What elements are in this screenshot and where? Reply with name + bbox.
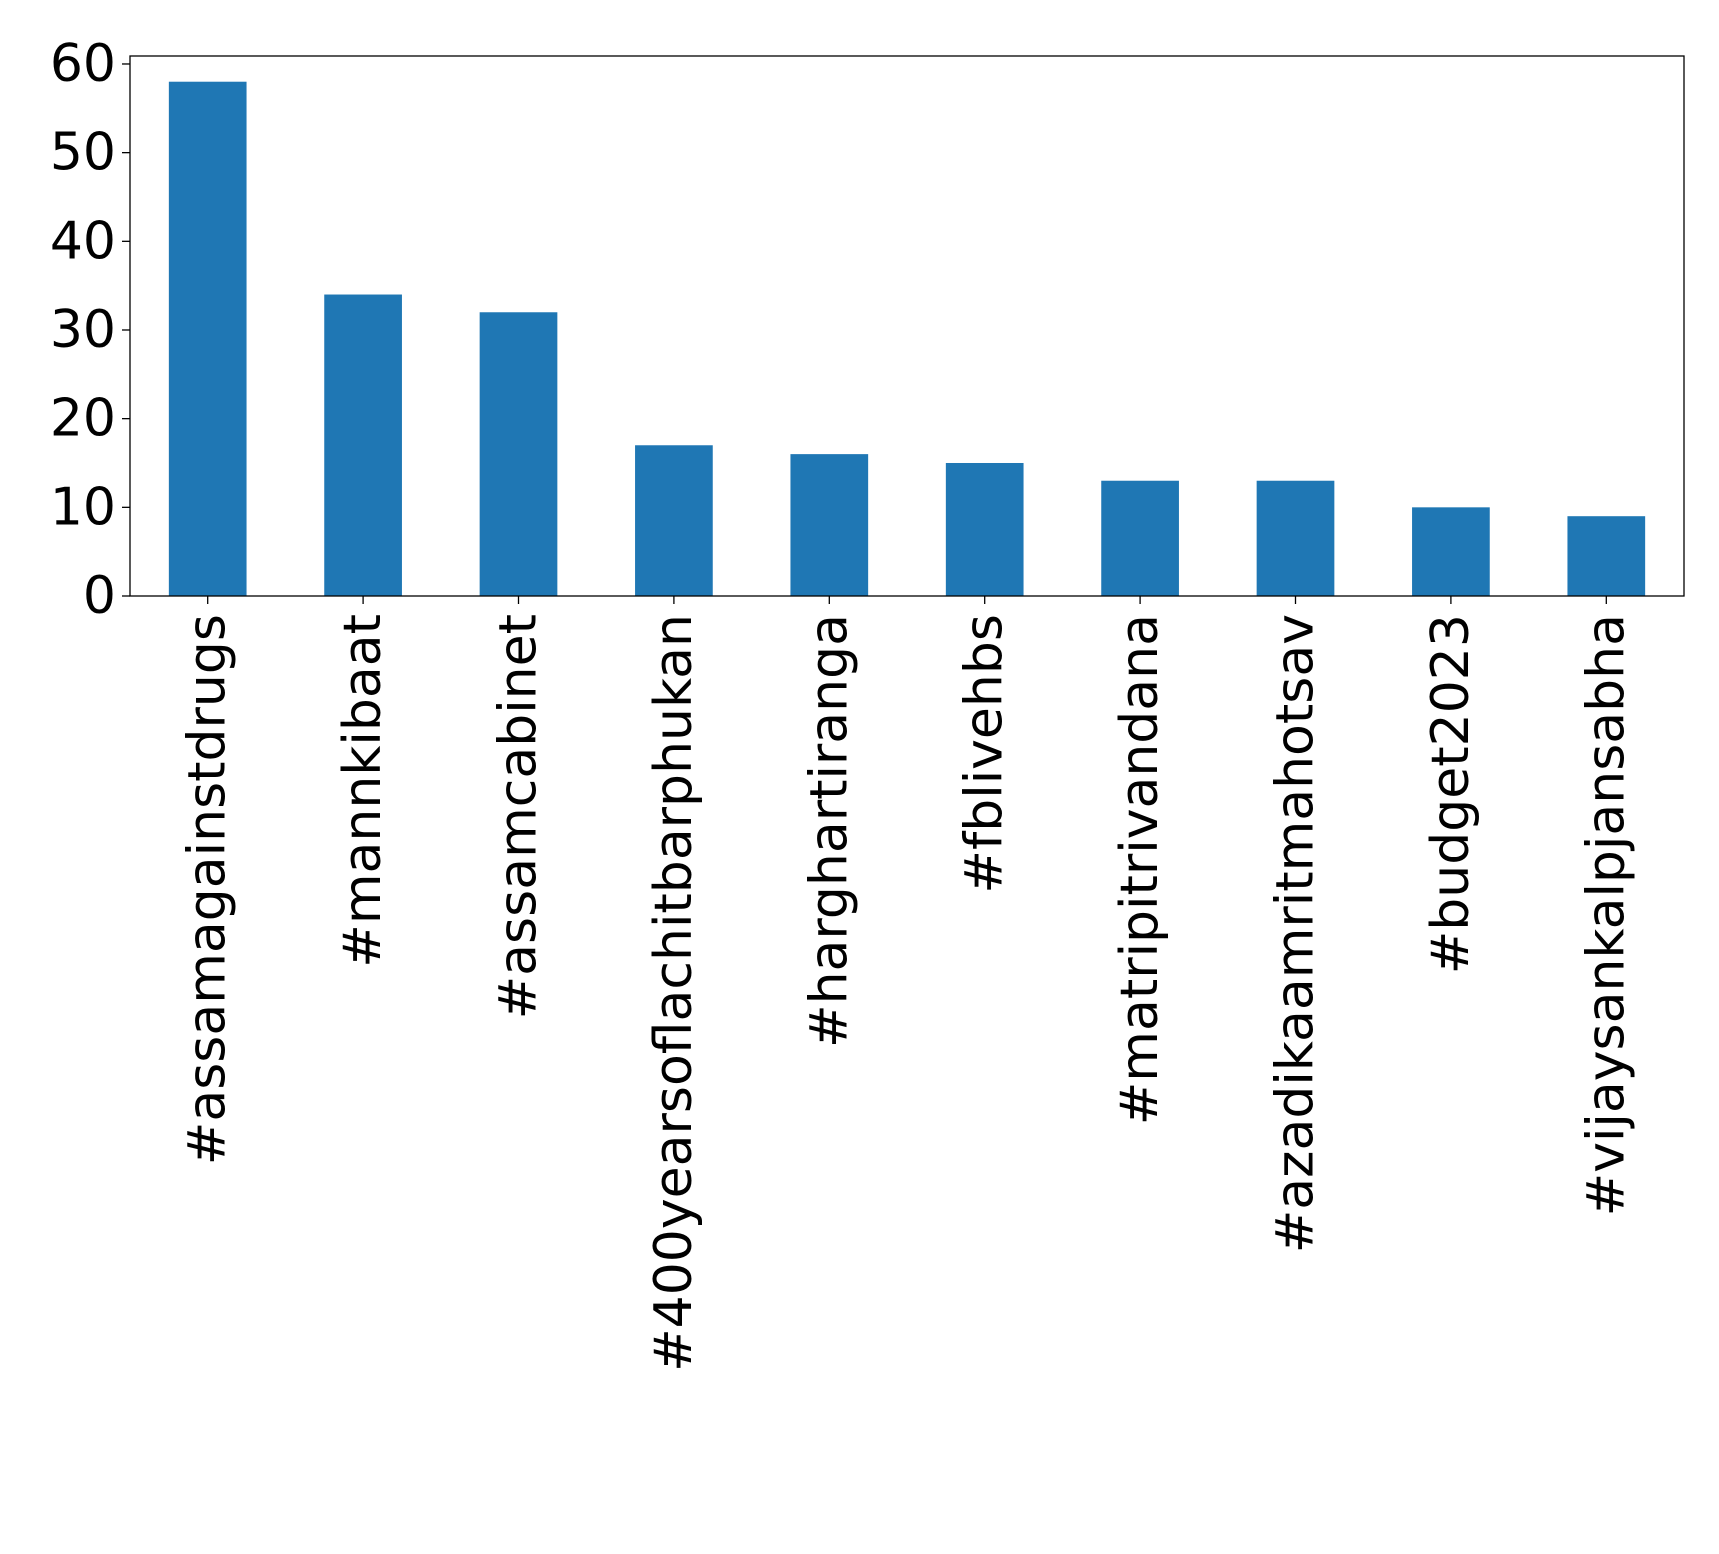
x-tick-label: #matripitrivandana: [1110, 614, 1170, 1125]
x-tick-label: #vijaysankalpjansabha: [1576, 614, 1636, 1216]
y-tick-label: 40: [50, 211, 116, 271]
y-tick-label: 30: [50, 300, 116, 360]
bar: [945, 462, 1024, 596]
bar: [790, 454, 869, 596]
bar: [1567, 516, 1646, 596]
y-tick-label: 60: [50, 34, 116, 94]
bar: [324, 294, 402, 596]
x-tick-label: #fblivehbs: [955, 614, 1015, 894]
y-tick-label: 20: [50, 389, 116, 449]
x-axis: #assamagainstdrugs #mannkibaat #assamcabin…: [178, 596, 1636, 1372]
bar: [1101, 480, 1179, 596]
bar: [1412, 507, 1490, 596]
y-tick-label: 10: [50, 477, 116, 537]
bar: [1256, 480, 1335, 596]
x-tick-label: #assamagainstdrugs: [178, 614, 238, 1165]
bar: [635, 445, 713, 596]
x-tick-label: #budget2023: [1421, 614, 1481, 974]
y-tick-label: 50: [50, 123, 116, 183]
x-tick-label: #azadikaamritmahotsav: [1266, 614, 1326, 1253]
x-tick-label: #assamcabinet: [489, 614, 549, 1019]
plot-frame: [129, 55, 1685, 597]
bar: [479, 312, 558, 596]
x-tick-label: #harghartiranga: [799, 614, 859, 1048]
y-axis: 0 10 20 30 40 50 60: [50, 34, 130, 626]
y-tick-label: 0: [83, 566, 116, 626]
x-tick-label: #400yearsoflachitbarphukan: [644, 614, 704, 1372]
bar-series: [168, 81, 1646, 596]
x-tick-label: #mannkibaat: [333, 614, 393, 968]
bar: [168, 81, 247, 596]
